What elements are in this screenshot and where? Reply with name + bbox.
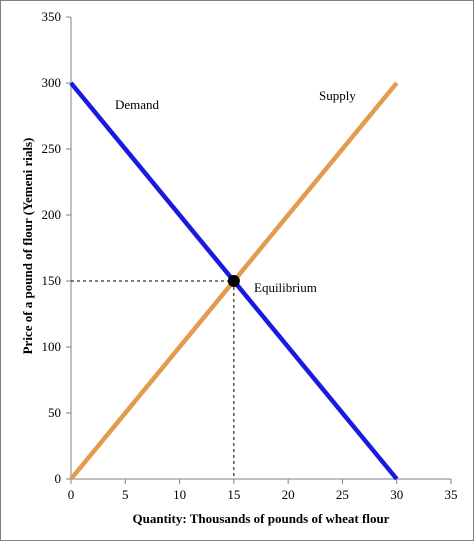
chart-labels: Quantity: Thousands of pounds of wheat f… [20,88,390,526]
y-tick-label: 100 [42,339,62,354]
y-tick-label: 150 [42,273,62,288]
equilibrium-guides [71,280,235,479]
x-tick-label: 35 [445,487,458,502]
axes: 0 50 100 150 200 250 300 350 0 5 10 15 20 25 30 35 [42,9,458,502]
x-axis-title: Quantity: Thousands of pounds of wheat f… [133,511,390,526]
y-tick-label: 0 [55,471,62,486]
x-tick-label: 20 [282,487,295,502]
y-tick-label: 50 [48,405,61,420]
x-tick-label: 10 [173,487,186,502]
x-tick-label: 30 [390,487,403,502]
x-tick-label: 25 [336,487,349,502]
equilibrium-label: Equilibrium [254,280,317,295]
equilibrium-marker-group [227,275,240,287]
supply-label: Supply [319,88,356,103]
x-tick-label: 5 [122,487,129,502]
y-tick-label: 200 [42,207,62,222]
x-tick-label: 0 [68,487,75,502]
y-tick-label: 350 [42,9,62,24]
y-tick-label: 300 [42,75,62,90]
equilibrium-point [227,275,240,287]
y-tick-label: 250 [42,141,62,156]
demand-label: Demand [115,97,160,112]
x-tick-label: 15 [227,487,240,502]
y-axis-title: Price of a pound of flour (Yemeni rials) [20,138,35,355]
